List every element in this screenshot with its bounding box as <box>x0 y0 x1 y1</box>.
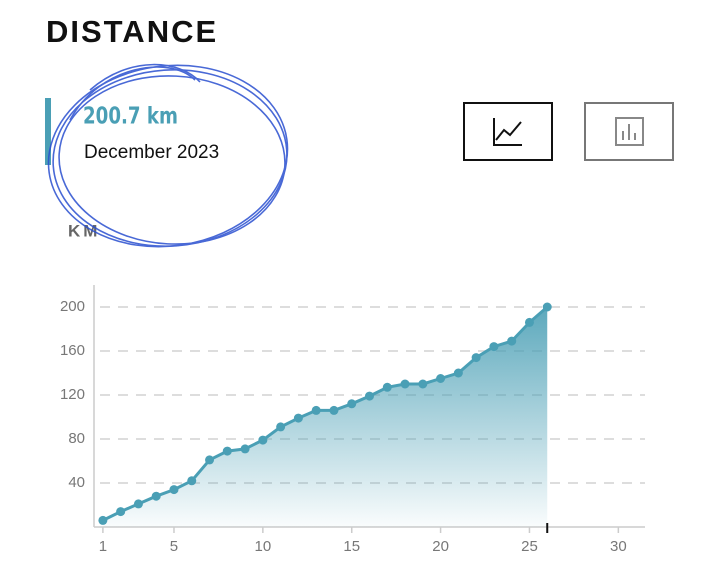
data-point <box>436 374 446 383</box>
data-point <box>400 379 410 389</box>
period: December 2023 <box>84 142 219 163</box>
button-frame <box>463 102 553 161</box>
data-point <box>453 368 463 378</box>
y-tick-label: 120 <box>60 386 85 403</box>
total-distance: 200.7 km <box>83 103 178 130</box>
area-fill <box>102 307 548 527</box>
data-point <box>258 435 268 445</box>
data-point <box>151 491 161 501</box>
data-point <box>311 405 321 415</box>
y-tick-label: 80 <box>68 430 85 447</box>
data-point <box>276 422 286 432</box>
x-tick-label: 25 <box>521 538 538 555</box>
y-tick-label: 40 <box>68 474 85 491</box>
data-point <box>489 342 499 352</box>
data-point <box>205 455 215 465</box>
data-point <box>187 476 197 486</box>
data-point <box>471 353 481 363</box>
data-point <box>98 515 108 525</box>
data-point <box>542 302 552 312</box>
x-tick-label: 30 <box>610 538 627 555</box>
data-point <box>418 379 428 389</box>
data-point <box>222 446 232 456</box>
data-point <box>382 382 392 392</box>
line-icon <box>493 118 522 146</box>
data-point <box>169 485 179 495</box>
scribble-circle <box>47 63 289 248</box>
data-point <box>329 405 339 415</box>
accent-bar <box>45 98 51 165</box>
data-point <box>347 399 357 409</box>
unit-label: KM <box>68 221 100 240</box>
x-tick-label: 1 <box>99 538 107 555</box>
bar-icon <box>615 117 644 146</box>
x-tick-label: 5 <box>170 538 178 555</box>
data-point <box>116 507 126 517</box>
data-point <box>507 336 517 346</box>
data-point <box>133 499 143 509</box>
x-tick-label: 20 <box>432 538 449 555</box>
x-tick-label: 15 <box>343 538 360 555</box>
line-chart-button[interactable] <box>463 102 553 161</box>
y-tick-label: 200 <box>60 298 85 315</box>
data-point <box>240 444 250 454</box>
page-title: DISTANCE <box>46 14 218 49</box>
data-point <box>524 317 534 327</box>
data-point <box>365 391 374 401</box>
y-tick-label: 160 <box>60 342 85 359</box>
bar-chart-button[interactable] <box>584 102 674 161</box>
data-point <box>293 413 303 423</box>
x-tick-label: 10 <box>255 538 272 555</box>
